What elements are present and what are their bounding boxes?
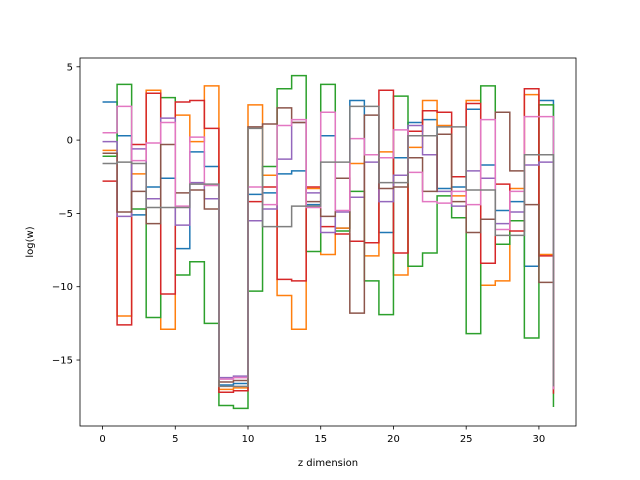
series-line-1 [102,99,555,386]
x-tick-label: 10 [242,434,255,445]
series-line-8 [102,105,555,388]
series-line-3 [102,74,555,410]
x-tick-label: 15 [314,434,327,445]
x-axis-ticks: 0 5 10 15 20 25 30 [99,426,545,445]
series-line-6 [102,107,555,390]
x-tick-label: 25 [460,434,473,445]
y-axis-ticks: 5 0 −5 −10 −15 [52,62,80,367]
y-tick-label: 0 [67,136,73,147]
series-lines [102,74,555,410]
x-tick-label: 5 [172,434,178,445]
y-tick-label: −10 [52,282,73,293]
y-tick-label: −5 [58,209,73,220]
x-tick-label: 0 [99,434,105,445]
y-axis-label: log(w) [25,226,36,257]
series-line-2 [102,85,555,391]
y-tick-label: 5 [67,62,73,73]
x-tick-label: 20 [387,434,400,445]
x-axis-label: z dimension [298,458,358,469]
axes-frame [79,57,577,427]
y-tick-label: −15 [52,356,73,367]
series-line-5 [102,117,555,388]
series-line-7 [102,105,555,390]
series-line-4 [102,88,555,394]
x-tick-label: 30 [533,434,546,445]
